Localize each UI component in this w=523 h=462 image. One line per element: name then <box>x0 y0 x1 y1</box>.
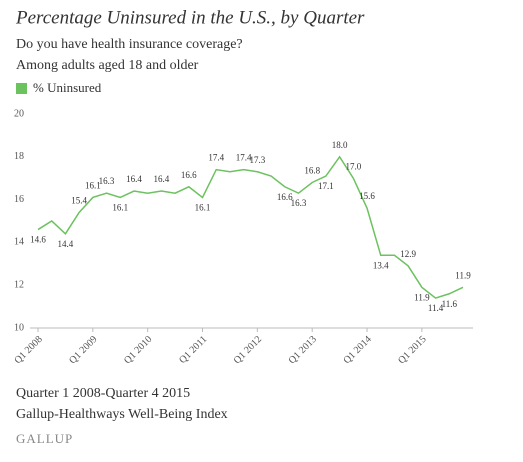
legend-swatch <box>16 83 27 94</box>
y-tick-label: 18 <box>14 151 24 162</box>
data-label: 16.1 <box>112 203 128 213</box>
footnote: Quarter 1 2008-Quarter 4 2015 <box>16 386 190 401</box>
x-tick-label: Q1 2014 <box>341 334 373 366</box>
data-label: 15.6 <box>359 191 375 201</box>
footnote: Gallup-Healthways Well-Being Index <box>16 407 228 422</box>
data-label: 17.4 <box>236 153 252 163</box>
y-tick-label: 20 <box>14 108 24 119</box>
chart-title: Percentage Uninsured in the U.S., by Qua… <box>15 7 365 28</box>
data-label: 16.6 <box>181 170 197 180</box>
x-tick-label: Q1 2008 <box>12 334 44 366</box>
data-label: 14.6 <box>30 235 46 245</box>
source: GALLUP <box>16 431 73 446</box>
subtitle: Among adults aged 18 and older <box>16 58 199 73</box>
subtitle: Do you have health insurance coverage? <box>16 37 243 52</box>
x-tick-label: Q1 2011 <box>177 334 209 366</box>
data-label: 16.1 <box>85 181 101 191</box>
data-label: 14.4 <box>58 239 74 249</box>
data-label: 16.3 <box>291 198 307 208</box>
line <box>37 155 464 299</box>
data-label: 15.4 <box>71 196 87 206</box>
y-tick-label: 16 <box>14 194 24 205</box>
data-label: 16.4 <box>126 174 142 184</box>
data-label: 17.4 <box>208 153 224 163</box>
x-tick-label: Q1 2009 <box>67 334 99 366</box>
x-tick-label: Q1 2010 <box>122 334 154 366</box>
legend-label: % Uninsured <box>33 80 102 95</box>
data-label: 17.0 <box>345 161 361 171</box>
data-label: 16.4 <box>154 174 170 184</box>
data-label: 12.9 <box>400 249 416 259</box>
data-label: 11.4 <box>428 303 444 313</box>
x-tick-label: Q1 2013 <box>287 334 319 366</box>
y-tick-label: 12 <box>14 279 24 290</box>
data-label: 11.6 <box>442 299 458 309</box>
x-tick-label: Q1 2012 <box>232 334 264 366</box>
data-label: 18.0 <box>332 140 348 150</box>
y-tick-label: 14 <box>14 237 24 248</box>
data-label: 13.4 <box>373 260 389 270</box>
data-label: 16.3 <box>99 176 115 186</box>
data-label: 17.3 <box>249 155 265 165</box>
y-tick-label: 10 <box>14 322 24 333</box>
data-label: 11.9 <box>414 292 430 302</box>
data-label: 16.6 <box>277 192 293 202</box>
x-tick-label: Q1 2015 <box>396 334 428 366</box>
data-label: 17.1 <box>318 181 334 191</box>
data-label: 16.1 <box>195 203 211 213</box>
data-label: 11.9 <box>455 270 471 280</box>
data-label: 16.8 <box>304 166 320 176</box>
